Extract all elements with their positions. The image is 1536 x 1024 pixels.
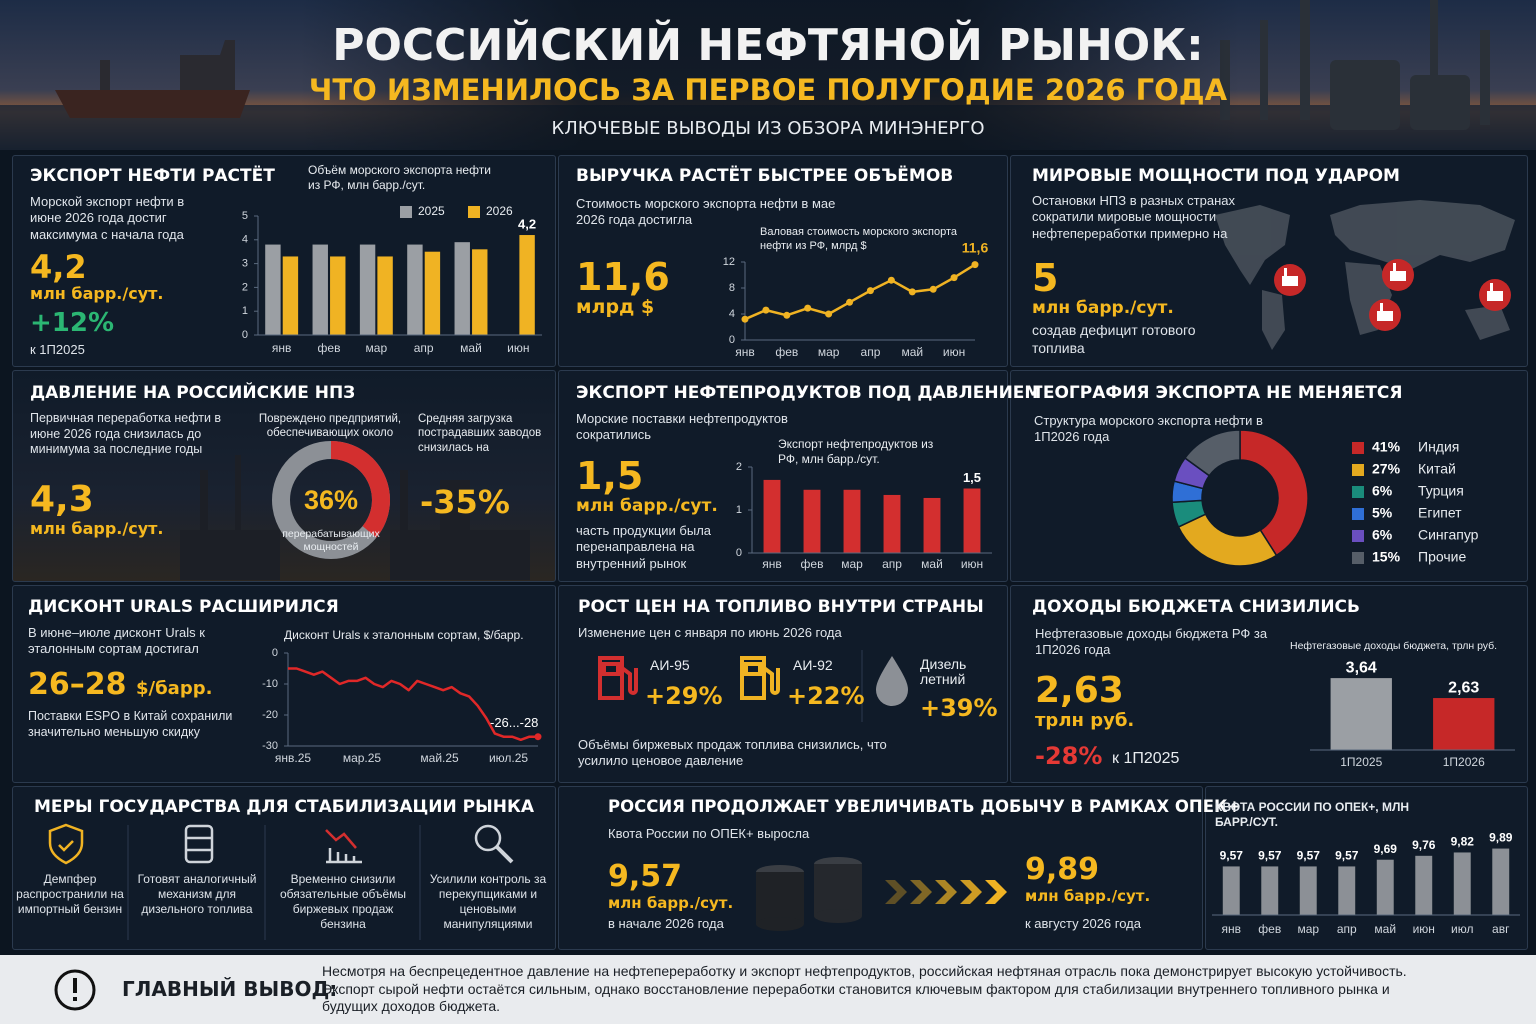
conclusion-panel <box>0 955 1536 1024</box>
panel-title: ДИСКОНТ URALS РАСШИРИЛСЯ <box>28 597 339 617</box>
key-unit: млн барр./сут. <box>30 284 164 303</box>
key-unit: млрд $ <box>576 296 655 318</box>
refinery-markers <box>1274 259 1511 331</box>
panel-title: ГЕОГРАФИЯ ЭКСПОРТА НЕ МЕНЯЕТСЯ <box>1032 383 1403 403</box>
load-caption: Средняя загрузка пострадавших заводов сн… <box>418 413 542 454</box>
panel-title: ЭКСПОРТ НЕФТИ РАСТЁТ <box>30 166 275 186</box>
panel-text: Нефтегазовые доходы бюджета РФ за 1П2026… <box>1035 626 1268 658</box>
panel-text: Изменение цен с января по июнь 2026 года <box>578 625 842 640</box>
key-unit: млн барр./сут. <box>30 519 164 538</box>
key-change: -28% <box>1035 742 1103 770</box>
measure-text: Усилили контроль за перекупщиками и цено… <box>429 872 547 931</box>
prices-panel <box>558 585 1008 783</box>
panel-note: Объёмы биржевых продаж топлива снизились… <box>578 737 887 769</box>
fuel-name: Дизель летний <box>920 656 967 688</box>
panel-text: Морской экспорт нефти в июне 2026 года д… <box>30 194 185 242</box>
opec-panel <box>558 786 1203 950</box>
chart-title: КВОТА РОССИИ ПО ОПЕК+, МЛН БАРР./СУТ. <box>1215 800 1410 829</box>
panel-text: В июне–июле дисконт Urals к эталонным со… <box>28 625 205 657</box>
key-unit: трлн руб. <box>1035 710 1135 731</box>
key-unit: $/барр. <box>136 678 213 699</box>
key-unit: млн барр./сут. <box>576 496 718 516</box>
title-backdrop <box>300 0 1240 150</box>
to-unit: млн барр./сут. <box>1025 887 1151 905</box>
panel-text: Первичная переработка нефти в июне 2026 … <box>30 411 222 457</box>
barrels <box>756 857 862 931</box>
panel-title: МЕРЫ ГОСУДАРСТВА ДЛЯ СТАБИЛИЗАЦИИ РЫНКА <box>33 797 534 817</box>
fuel-change: +29% <box>645 682 723 710</box>
fuel-change: +22% <box>787 682 865 710</box>
from-value: 9,57 <box>608 859 683 894</box>
to-value: 9,89 <box>1025 852 1100 887</box>
quota-panel <box>1205 786 1528 950</box>
key-change: +12% <box>30 308 115 338</box>
change-note: к 1П2025 <box>30 342 85 357</box>
measure-dividers <box>127 825 421 940</box>
panel-title: ЭКСПОРТ НЕФТЕПРОДУКТОВ ПОД ДАВЛЕНИЕМ <box>576 383 1042 403</box>
growth-arrows <box>885 880 1007 904</box>
conclusion-text: Несмотря на беспрецедентное давление на … <box>322 963 1407 1014</box>
chart-title: Валовая стоимость морского экспорта нефт… <box>760 226 957 252</box>
gauge-note: перерабатывающих мощностей <box>282 528 380 554</box>
panel-title: МИРОВЫЕ МОЩНОСТИ ПОД УДАРОМ <box>1032 166 1400 186</box>
from-unit: млн барр./сут. <box>608 894 734 912</box>
page-tagline: КЛЮЧЕВЫЕ ВЫВОДЫ ИЗ ОБЗОРА МИНЭНЕРГО <box>551 118 985 139</box>
fuel-name: АИ-92 <box>793 657 833 673</box>
chart-title: Дисконт Urals к эталонным сортам, $/барр… <box>284 628 524 642</box>
fuel-pump-icons <box>598 650 908 722</box>
from-note: в начале 2026 года <box>608 916 724 931</box>
ship-hull <box>55 90 250 118</box>
panel-title: РОССИЯ ПРОДОЛЖАЕТ УВЕЛИЧИВАТЬ ДОБЫЧУ В Р… <box>608 797 1242 816</box>
measure-icons <box>48 823 514 865</box>
panel-note: часть продукции была перенаправлена на в… <box>576 523 712 571</box>
panel-title: ДАВЛЕНИЕ НА РОССИЙСКИЕ НПЗ <box>30 383 356 403</box>
header-background <box>0 0 1536 150</box>
key-value: 5 <box>1032 256 1059 300</box>
panel-note: Поставки ESPO в Китай сохранили значител… <box>28 709 233 739</box>
key-value: 2,63 <box>1035 670 1124 711</box>
measures-panel <box>12 786 556 950</box>
fuel-change: +39% <box>920 694 998 722</box>
change-note: к 1П2025 <box>1112 750 1180 767</box>
panel-text: Морские поставки нефтепродуктов сократил… <box>576 411 788 443</box>
page-title: РОССИЙСКИЙ НЕФТЯНОЙ РЫНОК: <box>332 20 1204 71</box>
key-value: 26–28 <box>28 667 127 702</box>
chart-title: Экспорт нефтепродуктов из РФ, млн барр./… <box>778 437 934 466</box>
key-value: 1,5 <box>576 454 644 498</box>
chart-title: Объём морского экспорта нефти из РФ, млн… <box>308 163 491 192</box>
panel-note: создав дефицит готового топлива <box>1032 322 1196 356</box>
refinery-background <box>180 455 530 580</box>
to-note: к августу 2026 года <box>1025 916 1141 931</box>
warning-icon <box>54 969 96 1011</box>
measure-text: Готовят аналогичный механизм для дизельн… <box>137 872 257 916</box>
panel-text: Стоимость морского экспорта нефти в мае … <box>576 196 836 228</box>
measure-text: Временно снизили обязательные объёмы бир… <box>279 872 407 931</box>
conclusion-label: ГЛАВНЫЙ ВЫВОД: <box>122 977 338 1001</box>
key-value: 4,2 <box>30 248 87 286</box>
panel-text: Остановки НПЗ в разных странах сократили… <box>1032 193 1235 241</box>
ship-deck <box>100 40 235 90</box>
load-value: -35% <box>420 483 510 521</box>
key-unit: млн барр./сут. <box>1032 298 1174 318</box>
world-map <box>1215 200 1515 350</box>
chart-title: Нефтегазовые доходы бюджета, трлн руб. <box>1290 640 1498 652</box>
gauge-caption: Повреждено предприятий, обеспечивающих о… <box>258 413 402 440</box>
revenue-panel <box>558 155 1008 367</box>
key-value: 4,3 <box>30 479 94 520</box>
fuel-name: АИ-95 <box>650 657 690 673</box>
panel-title: РОСТ ЦЕН НА ТОПЛИВО ВНУТРИ СТРАНЫ <box>578 597 984 617</box>
key-value: 11,6 <box>576 255 670 299</box>
panel-title: ДОХОДЫ БЮДЖЕТА СНИЗИЛИСЬ <box>1032 597 1360 617</box>
panel-text: Структура морского экспорта нефти в 1П20… <box>1034 413 1263 445</box>
refinery-silhouette <box>1220 0 1490 130</box>
page-subtitle: ЧТО ИЗМЕНИЛОСЬ ЗА ПЕРВОЕ ПОЛУГОДИЕ 2026 … <box>308 73 1228 107</box>
chart-annotation: -26...-28 <box>490 715 539 730</box>
measure-text: Демпфер распространили на импортный бенз… <box>16 872 124 916</box>
panel-text: Квота России по ОПЕК+ выросла <box>608 826 810 841</box>
panel-title: ВЫРУЧКА РАСТЁТ БЫСТРЕЕ ОБЪЁМОВ <box>576 166 954 186</box>
